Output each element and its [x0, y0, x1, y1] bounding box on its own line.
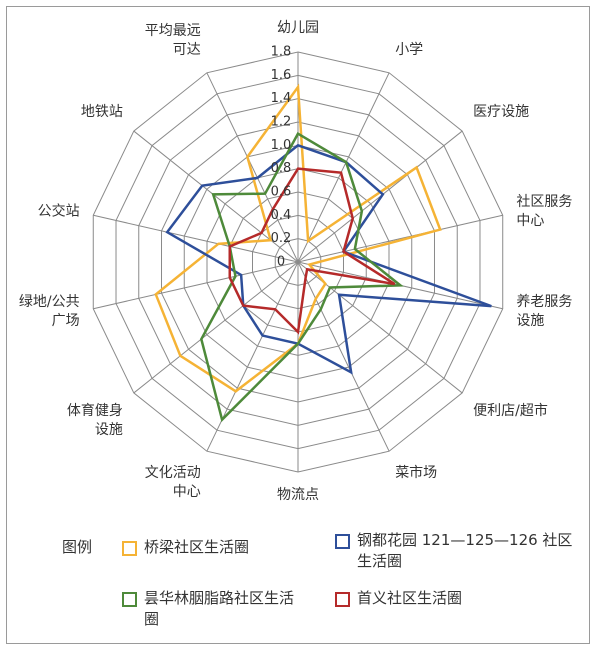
axis-label: 地铁站: [80, 104, 123, 121]
y-tick-label: 1.6: [271, 68, 292, 83]
axis-label: 幼儿园: [277, 20, 319, 36]
y-tick-label: 1.0: [271, 138, 292, 153]
legend-swatch: [122, 541, 137, 556]
axis-label: 医疗设施: [473, 104, 530, 121]
y-tick-label: 0.8: [271, 161, 292, 176]
axis-label: 小学: [395, 42, 424, 59]
axis-line: [206, 72, 299, 263]
axis-line: [93, 214, 299, 263]
axis-label: 便利店/超市: [473, 402, 548, 419]
y-tick-label: 0.4: [271, 208, 292, 223]
axis-line: [297, 214, 503, 263]
y-tick-label: 0.6: [271, 185, 292, 200]
legend-label: 昙华林胭脂路社区生活圈: [144, 589, 295, 628]
axis-line: [133, 261, 299, 394]
axis-line: [297, 261, 390, 452]
frame: [6, 6, 590, 644]
axis-label: 物流点: [277, 487, 319, 503]
axis-label: 平均最远 可达: [144, 23, 201, 59]
axis-label: 体育健身 设施: [66, 402, 123, 438]
y-tick-label: 1.2: [271, 115, 292, 130]
legend-label: 钢都花园 121—125—126 社区生活圈: [357, 531, 573, 570]
axis-label: 养老服务 设施: [516, 293, 573, 329]
axis-label: 文化活动 中心: [144, 464, 201, 500]
axis-label: 社区服务 中心: [516, 194, 573, 230]
series-line: [199, 131, 404, 423]
y-tick-label: 0: [277, 255, 285, 270]
y-tick-label: 0.2: [271, 231, 292, 246]
chart: 0 0.2 0.4 0.6 0.8 1.0 1.2 1.4 1.6 1.8: [92, 45, 504, 473]
legend-label: 桥梁社区生活圈: [144, 538, 250, 556]
axis-label: 公交站: [37, 203, 80, 220]
axis-line: [93, 261, 299, 310]
axis-label: 绿地/公共 广场: [18, 293, 80, 329]
legend-title: 图例: [62, 538, 93, 556]
legend-swatch: [335, 534, 350, 549]
y-tick-label: 1.4: [271, 91, 292, 106]
axis-label: 菜市场: [395, 464, 438, 481]
legend-swatch: [122, 592, 137, 607]
y-tick-label: 1.8: [271, 45, 292, 60]
legend-label: 首义社区生活圈: [357, 589, 463, 607]
series-line: [228, 167, 396, 335]
legend-swatch: [335, 592, 350, 607]
axis-line: [297, 72, 390, 263]
